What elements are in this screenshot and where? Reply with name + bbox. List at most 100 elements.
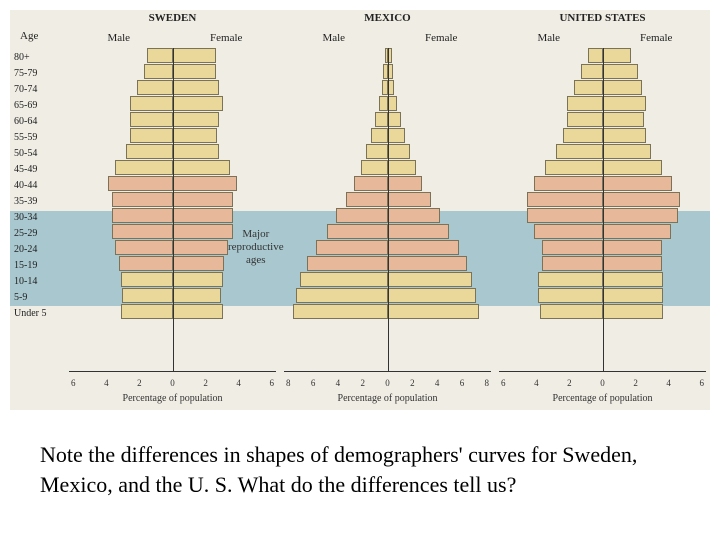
female-bar <box>173 192 234 207</box>
female-bar <box>388 144 411 159</box>
age-group-label: 75-79 <box>14 66 47 82</box>
female-bar <box>173 112 220 127</box>
male-bar <box>115 240 172 255</box>
male-bar <box>147 48 172 63</box>
female-bar <box>388 288 477 303</box>
male-bar <box>119 256 173 271</box>
female-bar <box>173 176 238 191</box>
female-bar <box>388 96 397 111</box>
female-bar <box>173 224 234 239</box>
countries-row: SWEDENMaleFemale6420246Percentage of pop… <box>65 10 710 410</box>
x-tick: 4 <box>534 378 539 388</box>
female-bar <box>173 240 229 255</box>
x-tick: 8 <box>286 378 291 388</box>
male-bar <box>121 304 173 319</box>
male-bar <box>130 96 173 111</box>
male-bar <box>126 144 173 159</box>
female-bar <box>603 192 680 207</box>
pyramid-chart-panel: Age 80+75-7970-7465-6960-6455-5950-5445-… <box>10 10 710 410</box>
female-bar <box>173 304 223 319</box>
age-group-labels: 80+75-7970-7465-6960-6455-5950-5445-4940… <box>14 50 47 322</box>
male-bar <box>112 208 173 223</box>
x-axis-line <box>69 371 276 372</box>
x-tick: 6 <box>311 378 316 388</box>
male-bar <box>379 96 387 111</box>
female-bar <box>173 64 216 79</box>
x-tick: 2 <box>203 378 208 388</box>
male-bar <box>567 112 603 127</box>
male-bar <box>542 240 603 255</box>
male-bar <box>137 80 173 95</box>
male-bar <box>300 272 387 287</box>
male-bar <box>538 288 603 303</box>
male-bar <box>567 96 603 111</box>
female-bar <box>603 144 651 159</box>
female-bar <box>388 128 405 143</box>
age-group-label: 70-74 <box>14 82 47 98</box>
center-axis <box>388 48 389 372</box>
male-label: Male <box>495 32 603 44</box>
age-group-label: 15-19 <box>14 258 47 274</box>
male-bar <box>534 224 602 239</box>
female-bar <box>388 208 440 223</box>
age-group-label: 5-9 <box>14 290 47 306</box>
female-bar <box>388 272 473 287</box>
female-bar <box>603 96 646 111</box>
x-tick: 4 <box>435 378 440 388</box>
female-bar <box>173 160 230 175</box>
x-axis-label: Percentage of population <box>65 393 280 404</box>
male-bar <box>112 192 173 207</box>
female-bar <box>173 208 234 223</box>
x-tick-labels: 6420246 <box>65 378 280 388</box>
country-title: UNITED STATES <box>495 12 710 24</box>
female-bar <box>603 304 664 319</box>
male-bar <box>527 208 602 223</box>
male-bar <box>122 288 172 303</box>
age-group-label: 20-24 <box>14 242 47 258</box>
female-bar <box>603 208 678 223</box>
male-bar <box>540 304 603 319</box>
gender-labels: MaleFemale <box>495 32 710 44</box>
age-group-label: 30-34 <box>14 210 47 226</box>
center-axis <box>603 48 604 372</box>
age-group-label: 55-59 <box>14 130 47 146</box>
male-bar <box>293 304 387 319</box>
country-pyramid-united-states: UNITED STATESMaleFemale6420246Percentage… <box>495 10 710 410</box>
female-bar <box>388 112 401 127</box>
x-tick: 2 <box>360 378 365 388</box>
female-bar <box>173 144 220 159</box>
x-tick: 4 <box>666 378 671 388</box>
male-label: Male <box>280 32 388 44</box>
female-bar <box>603 256 662 271</box>
country-title: MEXICO <box>280 12 495 24</box>
female-bar <box>603 48 632 63</box>
male-bar <box>361 160 388 175</box>
male-bar <box>115 160 172 175</box>
x-tick: 6 <box>460 378 465 388</box>
female-bar <box>173 128 218 143</box>
age-group-label: 60-64 <box>14 114 47 130</box>
male-bar <box>346 192 388 207</box>
age-group-label: 35-39 <box>14 194 47 210</box>
reproductive-band-label: Majorreproductiveages <box>228 228 284 268</box>
x-tick: 4 <box>236 378 241 388</box>
x-tick: 0 <box>170 378 175 388</box>
male-bar <box>581 64 603 79</box>
female-bar <box>173 272 223 287</box>
x-tick: 4 <box>104 378 109 388</box>
male-bar <box>130 128 173 143</box>
age-group-label: 80+ <box>14 50 47 66</box>
x-tick: 8 <box>485 378 490 388</box>
age-group-label: 10-14 <box>14 274 47 290</box>
country-pyramid-mexico: MEXICOMaleFemale864202468Percentage of p… <box>280 10 495 410</box>
male-bar <box>563 128 602 143</box>
male-bar <box>354 176 388 191</box>
x-tick: 4 <box>336 378 341 388</box>
female-bar <box>388 304 479 319</box>
x-axis-line <box>499 371 706 372</box>
x-tick: 6 <box>71 378 76 388</box>
male-bar <box>538 272 603 287</box>
female-bar <box>173 48 216 63</box>
male-bar <box>556 144 603 159</box>
male-bar <box>307 256 388 271</box>
